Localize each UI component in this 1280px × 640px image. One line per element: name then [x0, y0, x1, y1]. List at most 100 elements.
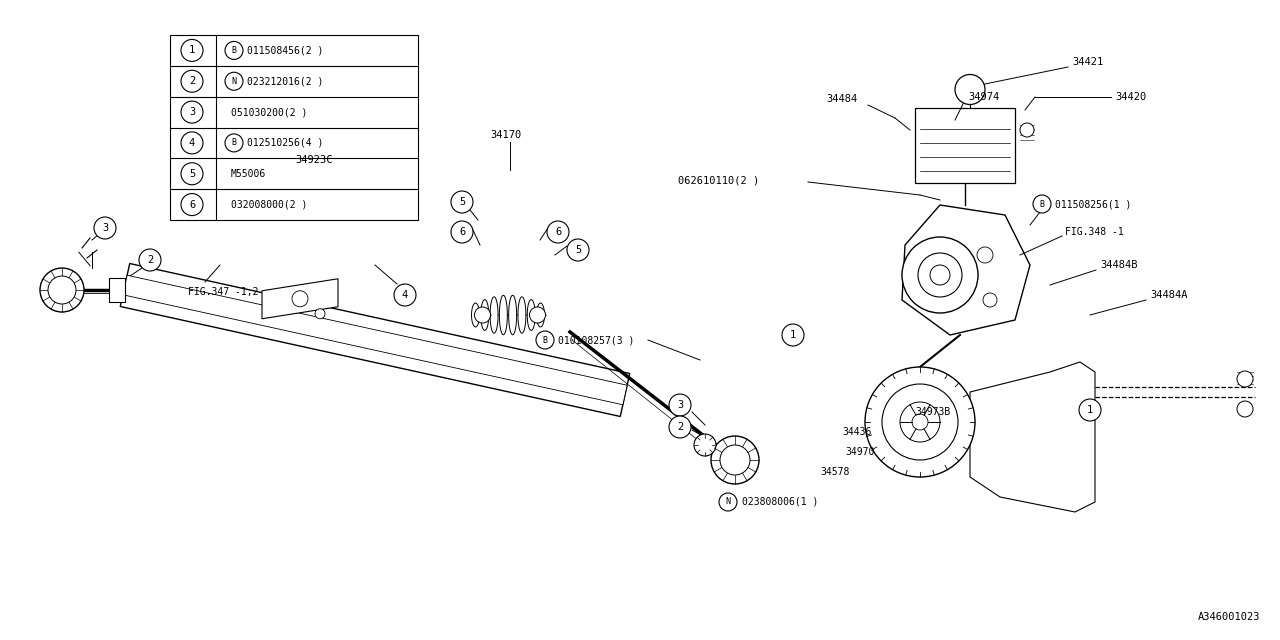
- Circle shape: [1236, 371, 1253, 387]
- Circle shape: [902, 237, 978, 313]
- Text: 5: 5: [189, 169, 195, 179]
- Text: 051030200(2 ): 051030200(2 ): [230, 107, 307, 117]
- Polygon shape: [262, 279, 338, 319]
- Circle shape: [865, 367, 975, 477]
- Circle shape: [451, 221, 474, 243]
- Text: N: N: [232, 77, 237, 86]
- Text: B: B: [543, 335, 548, 344]
- Polygon shape: [120, 264, 630, 417]
- Circle shape: [140, 249, 161, 271]
- Polygon shape: [123, 275, 627, 404]
- Text: 4: 4: [189, 138, 195, 148]
- Polygon shape: [902, 205, 1030, 335]
- Circle shape: [225, 134, 243, 152]
- Text: 2: 2: [677, 422, 684, 432]
- Text: 2: 2: [189, 76, 195, 86]
- Text: 2: 2: [147, 255, 154, 265]
- Text: B: B: [232, 46, 237, 55]
- Circle shape: [669, 394, 691, 416]
- Text: 34484A: 34484A: [1149, 290, 1188, 300]
- Text: FIG.348 -1: FIG.348 -1: [1065, 227, 1124, 237]
- Text: 34420: 34420: [1115, 92, 1147, 102]
- Circle shape: [49, 276, 76, 304]
- Circle shape: [180, 163, 204, 185]
- Text: 4: 4: [402, 290, 408, 300]
- Polygon shape: [970, 362, 1094, 512]
- Circle shape: [931, 265, 950, 285]
- Circle shape: [1020, 123, 1034, 137]
- Circle shape: [1033, 195, 1051, 213]
- Circle shape: [1079, 399, 1101, 421]
- Text: 012510256(4 ): 012510256(4 ): [247, 138, 324, 148]
- Circle shape: [225, 42, 243, 60]
- Text: FIG.347 -1,2: FIG.347 -1,2: [188, 287, 259, 297]
- Text: 023808006(1 ): 023808006(1 ): [742, 497, 818, 507]
- Text: M55006: M55006: [230, 169, 266, 179]
- Text: 010108257(3 ): 010108257(3 ): [558, 335, 635, 345]
- Text: 1: 1: [189, 45, 195, 56]
- Text: 3: 3: [677, 400, 684, 410]
- Circle shape: [782, 324, 804, 346]
- Text: 3: 3: [102, 223, 108, 233]
- Text: 34484: 34484: [826, 94, 858, 104]
- Text: 1: 1: [790, 330, 796, 340]
- Circle shape: [721, 445, 750, 475]
- FancyBboxPatch shape: [170, 35, 419, 220]
- Text: 6: 6: [554, 227, 561, 237]
- Circle shape: [292, 291, 308, 307]
- Text: 34436: 34436: [842, 427, 872, 437]
- Text: 6: 6: [189, 200, 195, 209]
- Circle shape: [93, 217, 116, 239]
- Text: 032008000(2 ): 032008000(2 ): [230, 200, 307, 209]
- Circle shape: [547, 221, 570, 243]
- Text: 34578: 34578: [820, 467, 850, 477]
- Text: 1: 1: [1087, 405, 1093, 415]
- Text: N: N: [726, 497, 731, 506]
- Text: 34970: 34970: [845, 447, 874, 457]
- Circle shape: [40, 268, 84, 312]
- Circle shape: [180, 70, 204, 92]
- Text: 062610110(2 ): 062610110(2 ): [678, 175, 759, 185]
- Polygon shape: [915, 108, 1015, 182]
- Circle shape: [315, 308, 325, 319]
- Text: 5: 5: [458, 197, 465, 207]
- Circle shape: [567, 239, 589, 261]
- Text: 023212016(2 ): 023212016(2 ): [247, 76, 324, 86]
- Text: 3: 3: [189, 107, 195, 117]
- Circle shape: [180, 101, 204, 123]
- Circle shape: [977, 247, 993, 263]
- Text: B: B: [232, 138, 237, 147]
- Circle shape: [669, 416, 691, 438]
- Circle shape: [918, 253, 963, 297]
- Circle shape: [180, 132, 204, 154]
- Text: 34421: 34421: [1073, 57, 1103, 67]
- Text: 5: 5: [575, 245, 581, 255]
- Text: 34973B: 34973B: [915, 407, 950, 417]
- Text: B: B: [1039, 200, 1044, 209]
- Circle shape: [451, 191, 474, 213]
- Circle shape: [983, 293, 997, 307]
- Polygon shape: [109, 278, 125, 302]
- Text: 6: 6: [458, 227, 465, 237]
- Circle shape: [955, 74, 986, 104]
- Text: 34170: 34170: [490, 130, 521, 140]
- Circle shape: [913, 414, 928, 430]
- Circle shape: [1236, 401, 1253, 417]
- Circle shape: [530, 307, 545, 323]
- Circle shape: [394, 284, 416, 306]
- Circle shape: [710, 436, 759, 484]
- Circle shape: [882, 384, 957, 460]
- Circle shape: [475, 307, 490, 323]
- Circle shape: [694, 434, 716, 456]
- Circle shape: [719, 493, 737, 511]
- Circle shape: [536, 331, 554, 349]
- Text: 34923C: 34923C: [294, 155, 333, 165]
- Text: A346001023: A346001023: [1198, 612, 1260, 622]
- Text: 34484B: 34484B: [1100, 260, 1138, 270]
- Text: 011508456(2 ): 011508456(2 ): [247, 45, 324, 56]
- Circle shape: [225, 72, 243, 90]
- Circle shape: [900, 402, 940, 442]
- Text: 011508256(1 ): 011508256(1 ): [1055, 199, 1132, 209]
- Text: 34974: 34974: [968, 92, 1000, 102]
- Circle shape: [180, 40, 204, 61]
